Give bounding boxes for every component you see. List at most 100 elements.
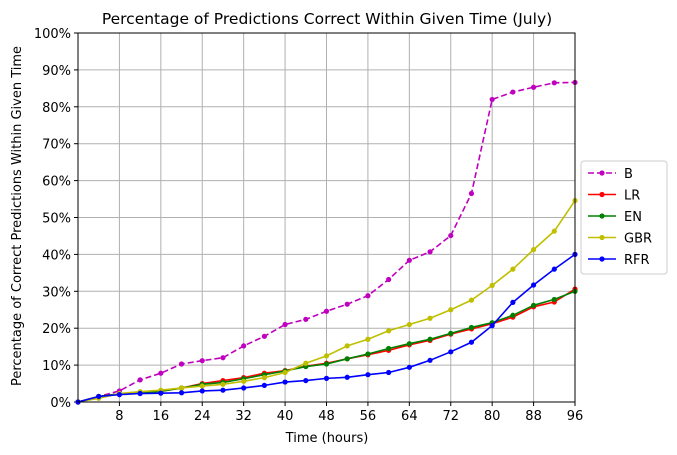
- legend-label: LR: [624, 189, 640, 204]
- legend-label: B: [624, 167, 633, 182]
- y-tick-label: 70%: [42, 138, 71, 153]
- legend-label: GBR: [624, 232, 652, 247]
- x-tick-label: 48: [318, 409, 335, 424]
- data-point: [241, 343, 247, 349]
- data-point: [406, 321, 412, 328]
- data-point: [510, 89, 516, 95]
- data-point: [116, 392, 123, 398]
- data-point: [323, 361, 330, 367]
- legend-item-gbr: GBR: [588, 232, 652, 247]
- data-point: [427, 336, 433, 342]
- x-tick-label: 8: [115, 409, 123, 424]
- x-tick-label: 80: [484, 409, 501, 424]
- data-point: [427, 249, 433, 255]
- legend-item-b: B: [588, 167, 633, 182]
- data-point: [199, 388, 205, 394]
- data-point: [344, 356, 350, 362]
- data-point: [96, 393, 102, 400]
- series-lines: [75, 79, 578, 405]
- data-point: [323, 308, 330, 314]
- data-point: [551, 266, 557, 272]
- data-point: [344, 374, 350, 380]
- x-tick-label: 72: [442, 409, 459, 424]
- data-point: [344, 343, 350, 349]
- data-point: [344, 301, 350, 307]
- data-point: [448, 307, 454, 313]
- data-point: [489, 282, 495, 288]
- y-tick-label: 50%: [42, 212, 71, 227]
- y-tick-label: 60%: [42, 175, 71, 190]
- data-point: [551, 296, 557, 303]
- x-tick-label: 32: [235, 409, 252, 424]
- data-point: [510, 299, 516, 305]
- y-tick-label: 20%: [42, 322, 71, 337]
- x-tick-label: 64: [401, 409, 418, 424]
- legend-box: [580, 160, 668, 275]
- data-point: [199, 383, 205, 389]
- data-point: [448, 349, 454, 355]
- data-point: [510, 312, 516, 318]
- data-point: [386, 369, 392, 376]
- legend-item-lr: LR: [588, 189, 640, 204]
- legend-marker: [599, 191, 605, 198]
- data-point: [489, 96, 495, 103]
- y-tick-label: 80%: [42, 101, 71, 116]
- x-axis-label: Time (hours): [285, 431, 369, 446]
- data-point: [282, 369, 288, 376]
- data-point: [261, 333, 267, 339]
- y-tick-label: 10%: [42, 359, 71, 374]
- data-point: [220, 355, 226, 361]
- x-tick-label: 96: [567, 409, 584, 424]
- data-point: [178, 385, 185, 391]
- data-point: [551, 80, 557, 86]
- data-point: [386, 276, 392, 283]
- x-tick-label: 88: [525, 409, 542, 424]
- legend-marker: [599, 213, 605, 219]
- x-tick-label: 24: [194, 409, 211, 424]
- data-point: [303, 377, 309, 384]
- legend-item-rfr: RFR: [588, 253, 650, 268]
- data-point: [406, 341, 412, 347]
- data-point: [427, 357, 433, 363]
- data-point: [303, 316, 309, 322]
- data-point: [530, 302, 537, 308]
- data-point: [468, 190, 475, 197]
- data-point: [530, 282, 537, 288]
- data-point: [323, 375, 330, 381]
- data-point: [241, 385, 247, 391]
- legend-item-en: EN: [588, 210, 642, 225]
- data-point: [158, 370, 164, 376]
- data-point: [199, 358, 205, 364]
- data-point: [468, 339, 475, 345]
- data-point: [406, 364, 412, 370]
- data-point: [220, 381, 226, 387]
- data-point: [282, 321, 288, 328]
- data-point: [365, 372, 371, 378]
- data-point: [551, 228, 557, 234]
- data-point: [365, 293, 371, 299]
- data-point: [323, 353, 330, 359]
- data-point: [303, 360, 309, 366]
- legend-label: EN: [624, 210, 642, 225]
- data-point: [241, 378, 247, 384]
- data-point: [365, 336, 371, 342]
- y-tick-label: 30%: [42, 285, 71, 300]
- x-tick-label: 56: [360, 409, 377, 424]
- legend: B LR EN GBR RFR: [580, 160, 668, 275]
- data-point: [448, 232, 454, 239]
- y-tick-label: 100%: [34, 27, 71, 42]
- data-point: [386, 345, 392, 352]
- data-point: [448, 330, 454, 336]
- data-point: [220, 387, 226, 393]
- chart-title: Percentage of Predictions Correct Within…: [102, 10, 552, 28]
- x-tick-label: 40: [277, 409, 294, 424]
- data-point: [489, 323, 495, 329]
- data-point: [510, 266, 516, 272]
- x-tick-label: 16: [153, 409, 170, 424]
- data-point: [386, 328, 392, 334]
- legend-marker: [599, 234, 605, 241]
- tick-labels: 8 16 24 32 40 48 56 64 72 80 88 96 0% 10% 20% 30% 40% 50%…: [34, 27, 583, 424]
- legend-marker: [599, 170, 605, 176]
- legend-marker: [599, 256, 605, 262]
